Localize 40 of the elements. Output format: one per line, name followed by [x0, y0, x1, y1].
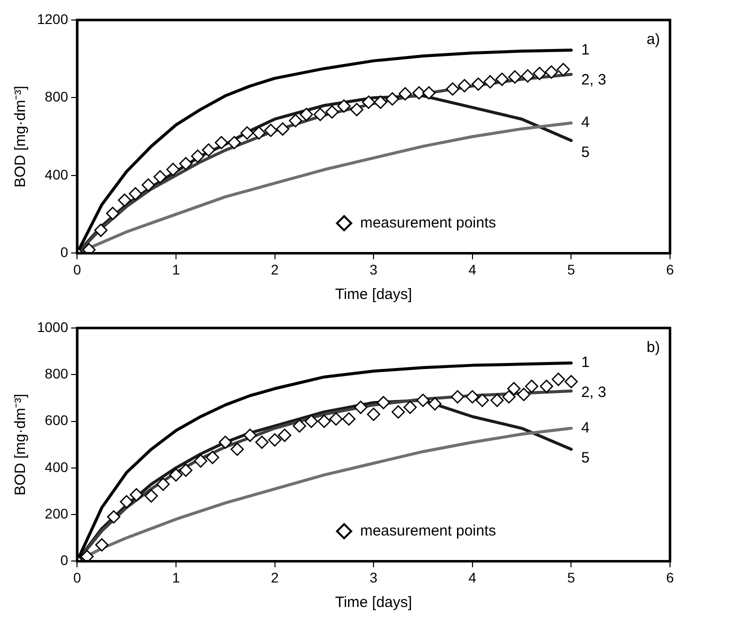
y-tick-label: 1200 — [36, 10, 68, 27]
x-axis-title: Time [days] — [335, 286, 412, 304]
y-tick-label: 0 — [60, 552, 68, 568]
x-axis-title: Time [days] — [335, 594, 412, 612]
legend-label: measurement points — [360, 214, 496, 232]
y-tick-label: 800 — [44, 88, 68, 105]
y-tick-label: 1000 — [36, 318, 68, 335]
series-label: 4 — [581, 114, 590, 132]
series-label: 1 — [581, 41, 590, 58]
x-tick-label: 5 — [567, 261, 576, 278]
x-tick-label: 5 — [567, 569, 576, 586]
series-label: 5 — [581, 449, 590, 466]
legend-label: measurement points — [360, 522, 496, 540]
x-tick-label: 3 — [370, 569, 378, 586]
x-tick-label: 0 — [73, 569, 82, 586]
x-tick-label: 4 — [468, 261, 476, 278]
y-axis-title: BOD [mg·dm⁻³] — [12, 394, 30, 496]
x-tick-label: 6 — [666, 261, 674, 278]
x-tick-label: 0 — [73, 261, 82, 278]
x-tick-label: 1 — [172, 569, 180, 586]
series-label: 5 — [581, 144, 590, 162]
y-tick-label: 400 — [44, 166, 68, 182]
x-tick-label: 2 — [270, 569, 279, 586]
x-tick-label: 6 — [666, 569, 674, 586]
y-tick-label: 400 — [44, 458, 68, 475]
y-tick-label: 0 — [60, 244, 68, 260]
y-tick-label: 800 — [44, 366, 68, 382]
x-tick-label: 2 — [270, 261, 279, 278]
x-tick-label: 3 — [370, 261, 378, 278]
series-label: 4 — [581, 419, 590, 436]
series-label: 2, 3 — [581, 384, 606, 402]
annotation: a) — [646, 31, 660, 48]
y-tick-label: 600 — [44, 412, 68, 428]
x-tick-label: 4 — [468, 569, 476, 586]
x-tick-label: 1 — [172, 261, 180, 278]
series-label: 1 — [581, 354, 590, 372]
series-label: 2, 3 — [581, 71, 606, 88]
y-axis-title: BOD [mg·dm⁻³] — [12, 86, 30, 188]
annotation: b) — [646, 339, 660, 356]
y-tick-label: 200 — [44, 505, 68, 522]
